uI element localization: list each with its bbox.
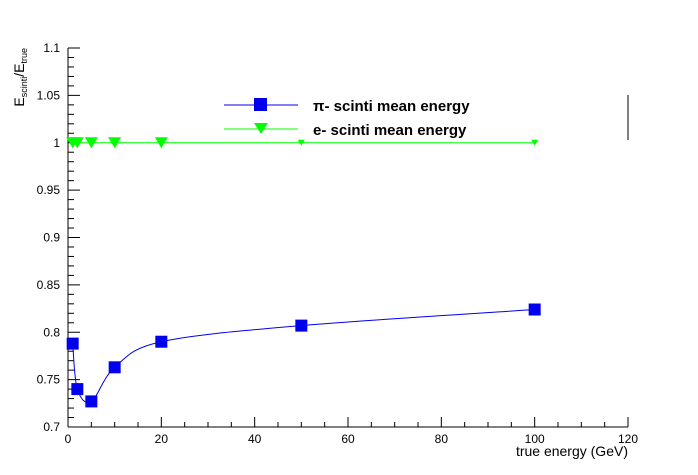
point-series0-x2 — [71, 383, 84, 396]
y-axis-title-slash-e: /E — [11, 64, 27, 77]
y-axis-title: Escinti/Etrue — [11, 48, 29, 107]
legend-marker-pi — [254, 98, 267, 111]
point-series0-x100 — [528, 303, 541, 316]
point-series1-x2 — [70, 137, 84, 149]
point-series1-x5 — [84, 137, 98, 149]
y-tick-label-0.8: 0.8 — [43, 325, 60, 339]
x-tick-label-120: 120 — [618, 432, 638, 446]
y-axis-title-sub-scinti: scinti — [19, 77, 29, 98]
x-axis-title: true energy (GeV) — [516, 443, 628, 459]
y-tick-label-1.05: 1.05 — [37, 88, 61, 102]
point-series1-x50 — [297, 139, 305, 146]
legend-label-pi: π- scinti mean energy — [313, 98, 470, 115]
point-series0-x10 — [108, 361, 121, 374]
legend-marker-e — [254, 123, 268, 134]
x-tick-label-0: 0 — [65, 432, 72, 446]
tick-labels: 0 20 40 60 80 100 120 0.7 0.75 0.8 0.85 0.9 0.95 1 1.0… — [37, 41, 639, 446]
point-series1-x100 — [531, 139, 539, 146]
y-axis-title-e: E — [11, 97, 27, 106]
y-tick-label-1.1: 1.1 — [43, 41, 60, 55]
x-tick-label-100: 100 — [525, 432, 545, 446]
x-tick-label-60: 60 — [341, 432, 355, 446]
x-tick-label-40: 40 — [248, 432, 262, 446]
point-series1-x20 — [154, 137, 168, 149]
point-series0-x20 — [155, 335, 168, 348]
y-axis-title-sub-true: true — [19, 48, 29, 64]
series-layer — [66, 137, 541, 408]
y-tick-label-0.95: 0.95 — [37, 183, 61, 197]
y-tick-label-1: 1 — [53, 136, 60, 150]
legend-label-e: e- scinti mean energy — [313, 122, 467, 139]
x-tick-label-20: 20 — [155, 432, 169, 446]
y-tick-label-0.7: 0.7 — [43, 420, 60, 434]
point-series0-x1 — [66, 337, 79, 350]
point-series0-x5 — [85, 395, 98, 408]
point-series1-x10 — [108, 137, 122, 149]
point-series0-x50 — [295, 319, 308, 332]
ticks — [67, 47, 629, 428]
y-tick-label-0.75: 0.75 — [37, 373, 61, 387]
y-tick-label-0.9: 0.9 — [43, 231, 60, 245]
x-tick-label-80: 80 — [435, 432, 449, 446]
legend: π- scinti mean energy e- scinti mean ene… — [224, 98, 470, 139]
y-tick-label-0.85: 0.85 — [37, 278, 61, 292]
